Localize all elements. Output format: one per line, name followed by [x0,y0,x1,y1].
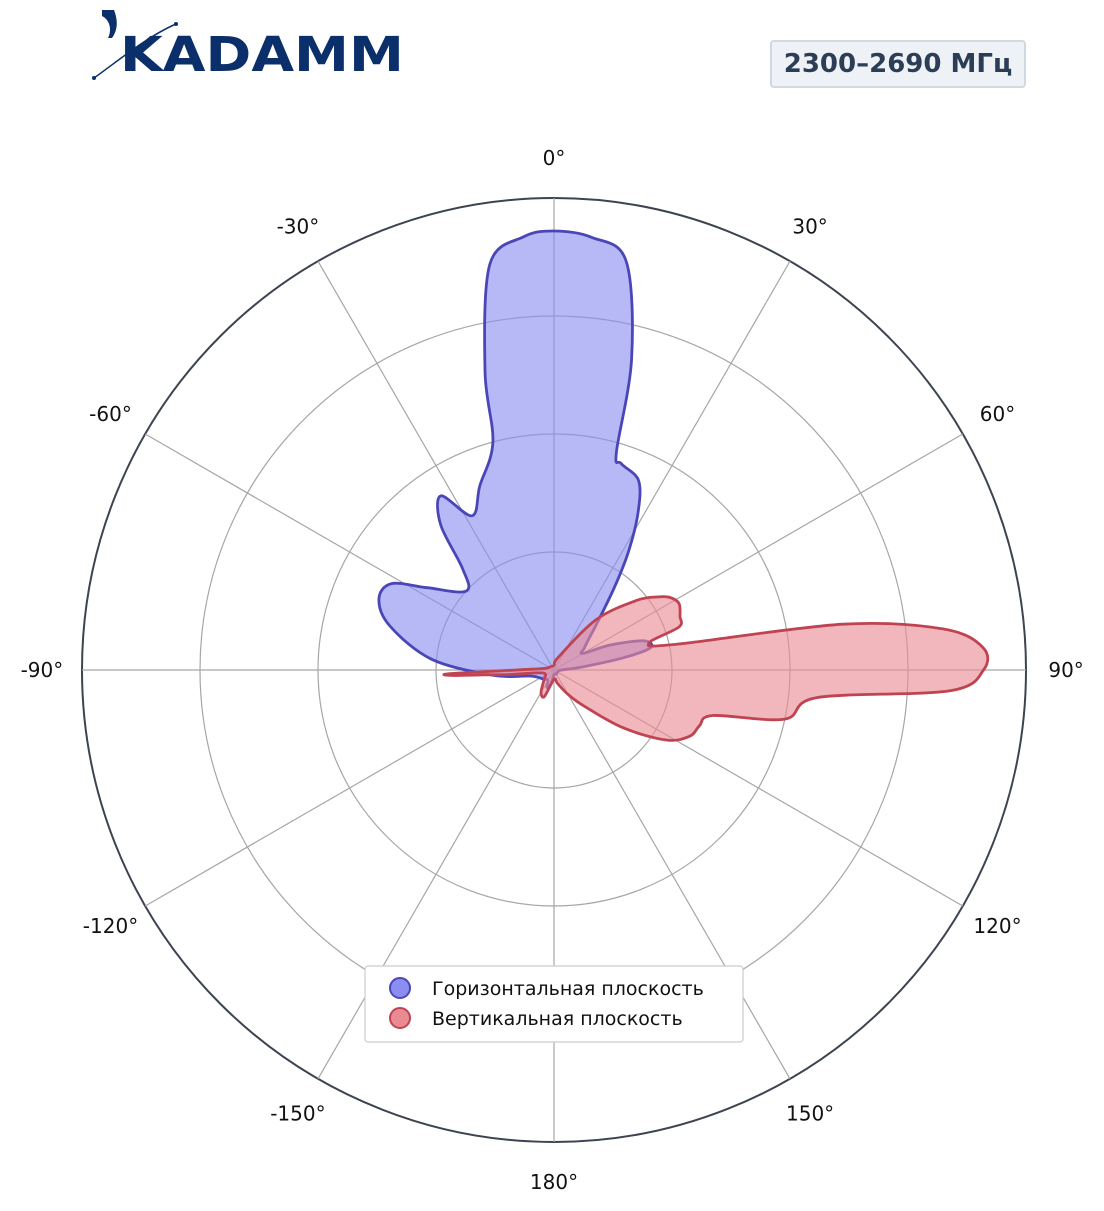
series-layer [377,229,990,742]
legend-marker-horizontal [389,977,411,999]
series-vertical [442,595,990,742]
angle-tick-label: -30° [277,215,320,239]
angle-tick-label: 180° [530,1170,578,1194]
legend-label-horizontal: Горизонтальная плоскость [432,978,704,1000]
kadamm-logo [92,10,178,80]
logo-swoosh [93,23,177,79]
legend-marker-vertical [389,1007,411,1029]
angle-gridline [553,669,791,1080]
angle-tick-label: 60° [980,402,1015,426]
angle-tick-label: 120° [973,914,1021,938]
angle-tick-label: -150° [270,1102,325,1126]
angle-gridline [144,669,555,907]
logo-dot-left [92,76,96,80]
legend: Горизонтальная плоскость Вертикальная пл… [364,965,744,1043]
logo-text: KADAMM [120,27,404,83]
legend-label-vertical: Вертикальная плоскость [432,1008,683,1030]
logo-dot-right [174,22,178,26]
angle-gridline [317,669,555,1080]
logo-mark [102,10,117,38]
angle-tick-label: 30° [792,215,827,239]
angle-tick-label: 0° [543,146,566,170]
angle-tick-labels: 0° 30° 60° 90° 120° 150° 180° -150° -120° -90° -60… [21,146,1084,1194]
frequency-badge: 2300–2690 МГц [770,40,1026,88]
legend-box [364,965,744,1043]
angle-tick-label: 150° [786,1102,834,1126]
angle-tick-label: 90° [1048,658,1083,682]
angle-tick-label: -120° [83,914,138,938]
angle-tick-label: -60° [89,402,132,426]
angle-tick-label: -90° [21,658,64,682]
